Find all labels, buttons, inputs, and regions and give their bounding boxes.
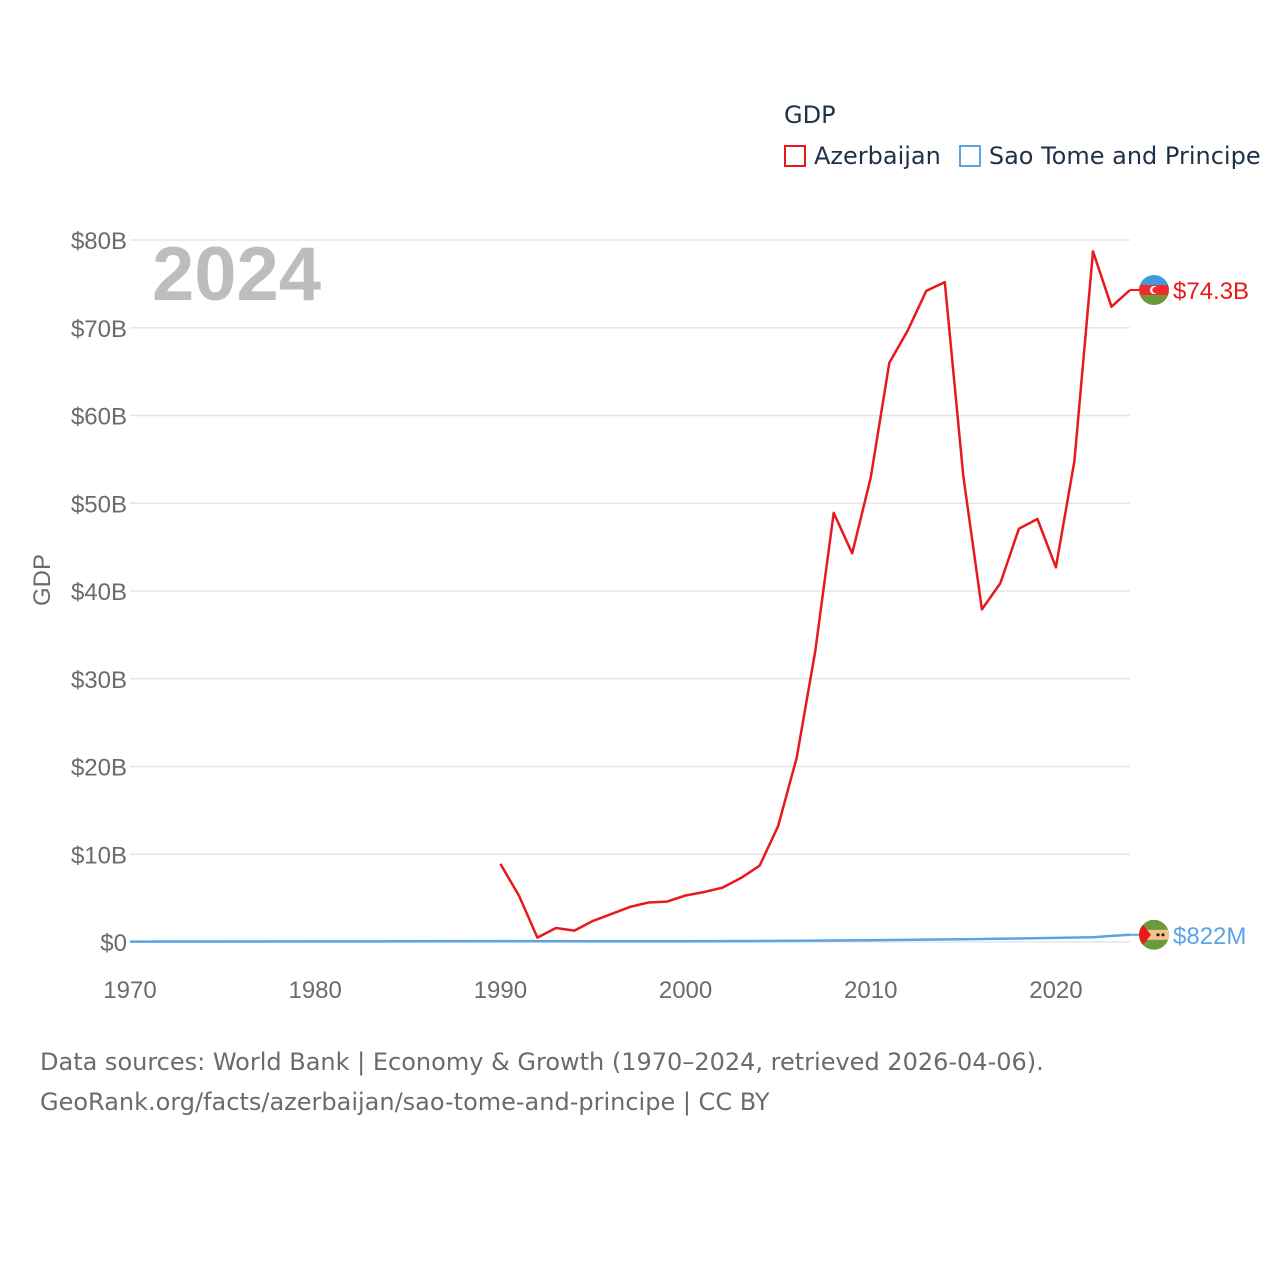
y-tick-label: $80B: [71, 228, 127, 255]
series-line-sao-tome[interactable]: [129, 933, 1131, 943]
y-tick-label: $70B: [71, 316, 127, 343]
x-axis-ticks: 1970 1980 1990 2000 2010 2020: [103, 977, 1082, 1004]
end-value-label: $74.3B: [1173, 278, 1249, 305]
x-tick-label: 2010: [844, 977, 897, 1004]
y-axis-ticks: $0 $10B $20B $30B $40B $50B $60B $70B $80B: [71, 228, 127, 957]
y-tick-label: $50B: [71, 491, 127, 518]
sao-tome-flag-icon: [1139, 919, 1169, 950]
x-tick-label: 1970: [103, 977, 156, 1004]
y-axis-label: GDP: [29, 554, 56, 606]
x-tick-label: 1990: [474, 977, 527, 1004]
y-tick-label: $30B: [71, 667, 127, 694]
source-line-1: Data sources: World Bank | Economy & Gro…: [40, 1048, 1044, 1076]
series-layer: $74.3B $822M: [129, 250, 1249, 950]
legend: GDP Azerbaijan Sao Tome and Principe: [784, 100, 1279, 170]
legend-title: GDP: [784, 101, 836, 129]
y-tick-label: $60B: [71, 404, 127, 431]
legend-item-sao-tome[interactable]: Sao Tome and Principe: [958, 142, 1261, 170]
series-line-azerbaijan[interactable]: [499, 250, 1131, 939]
source-note: Data sources: World Bank | Economy & Gro…: [40, 1042, 1044, 1122]
x-tick-label: 2000: [659, 977, 712, 1004]
y-tick-label: $20B: [71, 755, 127, 782]
legend-label-sao-tome: Sao Tome and Principe: [988, 142, 1261, 170]
gridlines: [130, 239, 1130, 943]
source-line-2: GeoRank.org/facts/azerbaijan/sao-tome-an…: [40, 1088, 770, 1116]
legend-swatch-azerbaijan: [784, 145, 806, 167]
y-tick-label: $40B: [71, 579, 127, 606]
y-tick-label: $10B: [71, 842, 127, 869]
year-watermark: 2024: [152, 232, 321, 317]
x-tick-label: 2020: [1029, 977, 1082, 1004]
end-value-label: $822M: [1173, 923, 1246, 950]
y-tick-label: $0: [100, 930, 127, 957]
legend-item-azerbaijan[interactable]: Azerbaijan: [784, 142, 941, 170]
legend-swatch-sao-tome: [958, 145, 981, 167]
azerbaijan-flag-icon: [1139, 275, 1169, 306]
legend-label-azerbaijan: Azerbaijan: [814, 142, 941, 170]
x-tick-label: 1980: [288, 977, 341, 1004]
